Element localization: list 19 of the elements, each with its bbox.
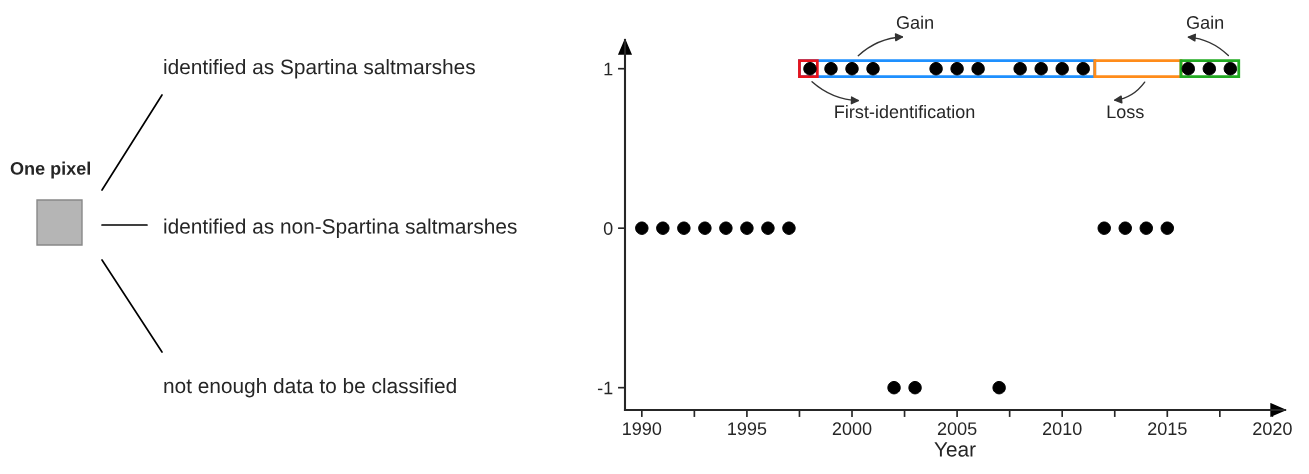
annotation: First-identification <box>835 104 975 119</box>
text: Gain <box>896 15 933 29</box>
text: identified as non-Spartina saltmarshes <box>164 218 517 238</box>
y-tick-label: -1 <box>597 381 613 395</box>
text: Gain <box>1186 15 1224 29</box>
text: identified as Spartina saltmarshes <box>164 59 475 79</box>
text: One pixel <box>10 161 90 179</box>
x-tick-label: 1995 <box>728 422 767 436</box>
x-tick-label: 2000 <box>832 422 872 436</box>
annotation: Loss <box>1107 105 1144 119</box>
x-tick-label: 2015 <box>1148 422 1187 436</box>
x-tick-label: 2020 <box>1253 422 1292 436</box>
x-tick-label: 2005 <box>937 422 977 436</box>
x-axis-title: Year <box>934 442 976 457</box>
y-tick-label: 0 <box>603 222 613 235</box>
x-tick-label: 2010 <box>1043 422 1082 436</box>
x-tick-label: 1990 <box>623 422 662 436</box>
text: not enough data to be classified <box>164 377 456 398</box>
y-tick-label: 1 <box>604 62 613 76</box>
